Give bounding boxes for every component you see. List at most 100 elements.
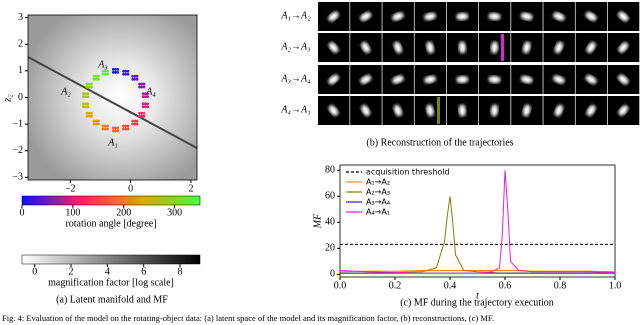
point <box>82 102 85 106</box>
point <box>116 67 120 71</box>
caption: (a) Latent manifold and MF <box>56 294 168 305</box>
x-tick-label: 0.2 <box>389 280 402 291</box>
colorbar-label: rotation angle [degree] <box>65 218 156 229</box>
point <box>97 119 100 123</box>
colorbar-tick-label: 2 <box>69 266 74 277</box>
annotation: A₄ <box>145 86 156 97</box>
object-blob <box>360 75 372 84</box>
point <box>135 77 139 81</box>
x-tick-label: 0 <box>128 183 133 194</box>
object-blob <box>520 12 533 21</box>
point <box>143 92 147 96</box>
object-blob <box>618 74 629 85</box>
point <box>111 129 115 133</box>
caption: (b) Reconstruction of the trajectories <box>366 137 513 148</box>
colorbar <box>21 254 201 265</box>
point <box>82 105 85 109</box>
object-blob <box>424 75 437 84</box>
point <box>133 119 137 123</box>
highlight <box>501 34 504 61</box>
object-blob <box>586 105 596 116</box>
point <box>146 102 149 106</box>
point <box>116 129 120 133</box>
point <box>141 92 145 96</box>
point <box>82 95 85 99</box>
y-tick-label: 2 <box>18 39 23 50</box>
legend-label: A₂→A₃ <box>366 188 390 197</box>
annotation: A₃ <box>97 59 108 70</box>
colorbar-tick-label: 0 <box>32 266 37 277</box>
point <box>92 77 96 81</box>
series-line <box>339 170 616 274</box>
object-blob <box>522 41 531 54</box>
object-blob <box>554 41 563 54</box>
point <box>135 74 139 78</box>
highlight <box>437 97 440 124</box>
legend-label: A₄→A₁ <box>366 208 390 217</box>
colorbar <box>21 195 201 206</box>
point <box>97 122 100 126</box>
x-tick-label: 0.8 <box>554 280 567 291</box>
point <box>114 126 117 130</box>
point <box>87 111 91 115</box>
row-label: A₂→A₃ <box>280 41 311 52</box>
point <box>143 95 147 99</box>
point <box>133 77 137 81</box>
point <box>126 72 130 76</box>
point <box>114 129 117 133</box>
x-tick-label: 0.4 <box>444 280 457 291</box>
point <box>101 127 105 131</box>
legend-label: A₁→A₂ <box>366 178 390 187</box>
point <box>94 119 98 123</box>
object-blob <box>458 41 466 54</box>
point <box>131 122 135 126</box>
x-tick-label: 0.0 <box>334 280 347 291</box>
point <box>106 127 109 131</box>
manifold-background <box>28 15 197 180</box>
row-label: A₃→A₄ <box>280 73 311 84</box>
object-blob <box>393 41 402 54</box>
point <box>90 85 93 89</box>
legend-label: acquisition threshold <box>366 168 450 177</box>
point <box>138 111 141 115</box>
y-tick-label: −1 <box>12 118 23 129</box>
object-blob <box>392 75 404 84</box>
y-axis-label: z₂ <box>2 94 13 103</box>
point <box>126 127 130 131</box>
annotation: A₂ <box>60 86 71 97</box>
point <box>103 72 107 76</box>
object-blob <box>393 104 402 117</box>
figure-caption: Fig. 4: Evaluation of the model on the r… <box>2 313 494 323</box>
object-blob <box>328 105 339 116</box>
object-blob <box>426 41 434 54</box>
point <box>111 126 115 130</box>
object-blob <box>553 12 565 21</box>
colorbar-tick-label: 0 <box>20 207 25 218</box>
object-blob <box>586 42 596 53</box>
point <box>135 119 139 123</box>
row-label: A₁→A₂ <box>280 10 311 21</box>
x-tick-label: 0.6 <box>499 280 512 291</box>
object-blob <box>520 75 533 84</box>
plot-frame <box>339 164 616 278</box>
object-blob <box>618 105 629 116</box>
object-blob <box>456 75 469 84</box>
object-blob <box>424 12 437 21</box>
manifold-ridge <box>27 56 198 149</box>
point <box>143 102 147 106</box>
point <box>131 77 135 81</box>
point <box>111 70 115 74</box>
object-blob <box>585 75 597 84</box>
point <box>86 102 90 106</box>
point <box>101 124 105 128</box>
object-blob <box>488 75 501 84</box>
y-tick-label: 0 <box>18 92 23 103</box>
y-tick-label: 0 <box>330 269 335 280</box>
point <box>85 111 89 115</box>
object-blob <box>392 12 404 21</box>
point <box>126 124 130 128</box>
point <box>140 85 144 89</box>
object-blob <box>328 42 339 53</box>
object-blob <box>361 105 371 116</box>
